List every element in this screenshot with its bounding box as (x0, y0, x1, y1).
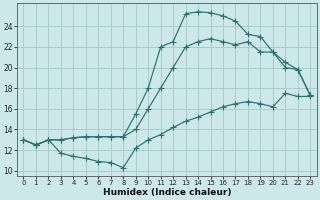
X-axis label: Humidex (Indice chaleur): Humidex (Indice chaleur) (103, 188, 231, 197)
